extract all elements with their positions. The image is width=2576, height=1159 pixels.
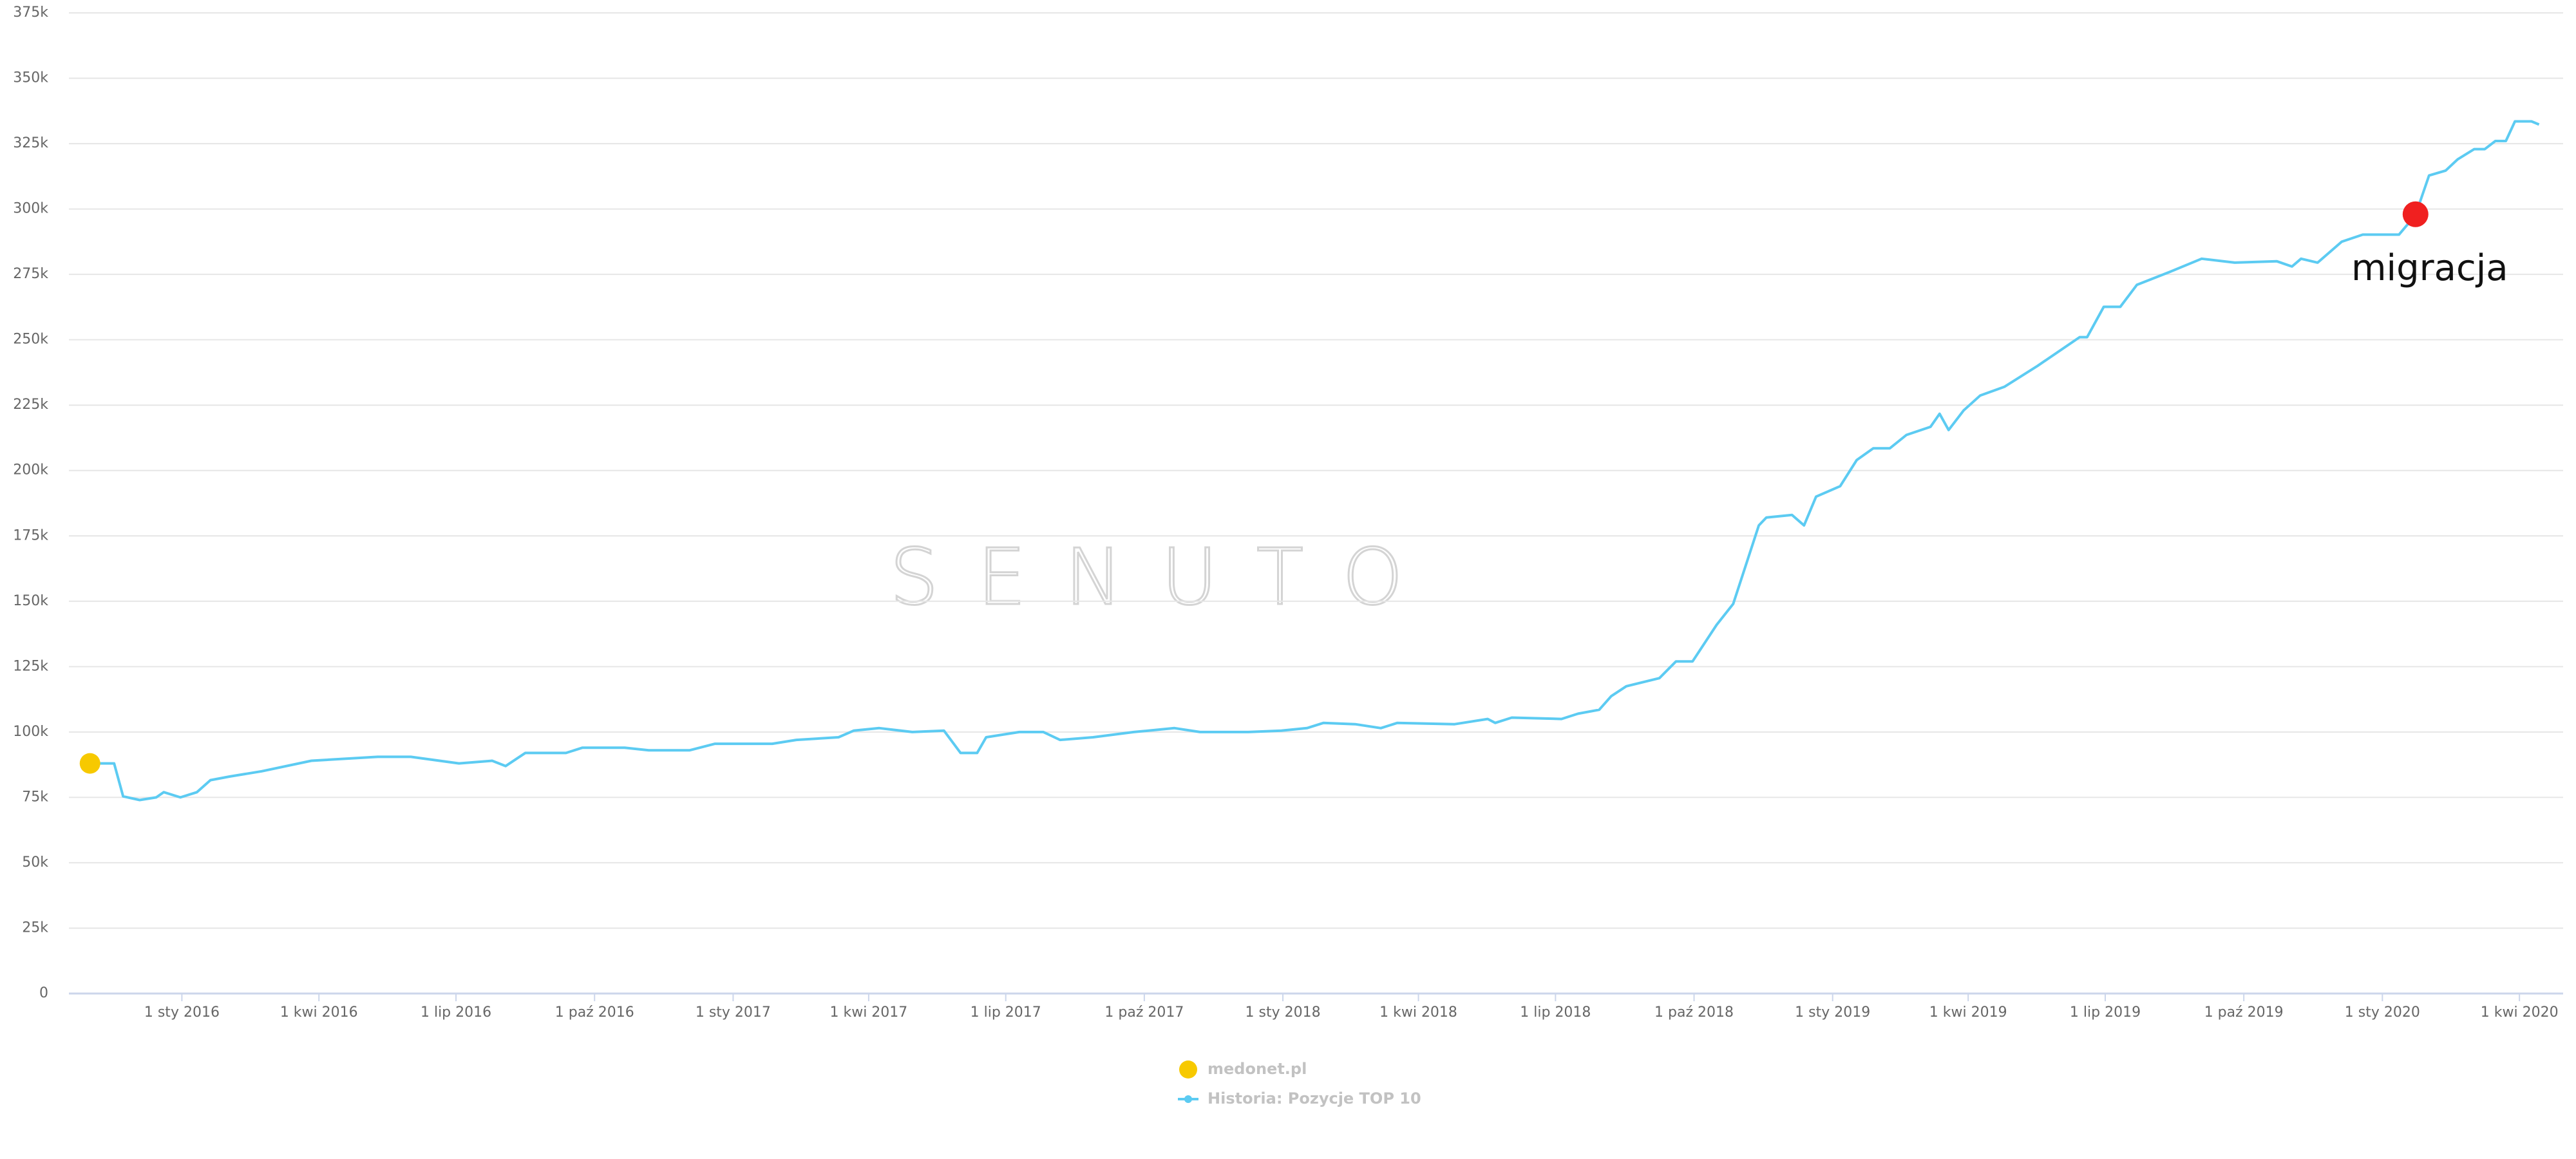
x-tick-label: 1 lip 2019 (2070, 1004, 2141, 1021)
y-tick-label: 300k (13, 201, 48, 217)
y-tick-label: 25k (22, 919, 48, 936)
y-tick-label: 325k (13, 135, 48, 151)
y-tick-label: 75k (22, 789, 48, 805)
legend-label[interactable]: medonet.pl (1208, 1060, 1307, 1078)
x-tick-label: 1 kwi 2018 (1379, 1004, 1457, 1021)
y-tick-label: 100k (13, 724, 48, 740)
y-tick-label: 225k (13, 397, 48, 413)
x-tick-label: 1 lip 2016 (421, 1004, 491, 1021)
y-tick-label: 350k (13, 70, 48, 86)
annotation-label: migracja (2351, 247, 2508, 289)
y-tick-label: 0 (39, 985, 48, 1001)
data-point (79, 753, 100, 774)
annotation-point (2402, 201, 2429, 227)
line-series (90, 120, 2540, 802)
x-tick-label: 1 kwi 2016 (280, 1004, 358, 1021)
y-tick-label: 250k (13, 332, 48, 348)
watermark: SENUTO (889, 533, 1441, 623)
x-tick-label: 1 sty 2017 (696, 1004, 771, 1021)
x-tick-label: 1 kwi 2020 (2481, 1004, 2559, 1021)
y-tick-label: 50k (22, 854, 48, 871)
y-tick-label: 150k (13, 593, 48, 609)
legend-symbol (1184, 1095, 1192, 1103)
y-tick-label: 175k (13, 527, 48, 543)
x-tick-label: 1 lip 2018 (1520, 1004, 1591, 1021)
x-tick-label: 1 lip 2017 (971, 1004, 1041, 1021)
x-tick-label: 1 sty 2019 (1795, 1004, 1870, 1021)
y-tick-label: 375k (13, 5, 48, 21)
x-tick-label: 1 paź 2019 (2204, 1004, 2284, 1021)
legend-symbol (1179, 1060, 1197, 1079)
y-tick-label: 275k (13, 266, 48, 282)
x-tick-label: 1 kwi 2017 (829, 1004, 907, 1021)
y-tick-label: 200k (13, 462, 48, 478)
x-tick-label: 1 kwi 2019 (1929, 1004, 2007, 1021)
x-tick-label: 1 paź 2016 (555, 1004, 634, 1021)
x-tick-label: 1 sty 2020 (2345, 1004, 2420, 1021)
x-tick-label: 1 paź 2018 (1654, 1004, 1734, 1021)
x-tick-label: 1 paź 2017 (1104, 1004, 1184, 1021)
x-tick-label: 1 sty 2016 (144, 1004, 220, 1021)
x-tick-label: 1 sty 2018 (1245, 1004, 1321, 1021)
legend-label[interactable]: Historia: Pozycje TOP 10 (1208, 1089, 1421, 1107)
y-tick-label: 125k (13, 658, 48, 674)
